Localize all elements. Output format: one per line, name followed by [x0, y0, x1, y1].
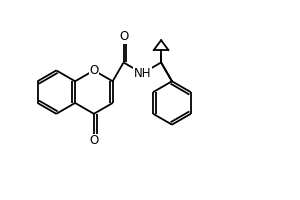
- Text: O: O: [89, 134, 98, 147]
- Text: O: O: [89, 64, 98, 77]
- Text: O: O: [119, 30, 128, 43]
- Text: NH: NH: [134, 67, 151, 80]
